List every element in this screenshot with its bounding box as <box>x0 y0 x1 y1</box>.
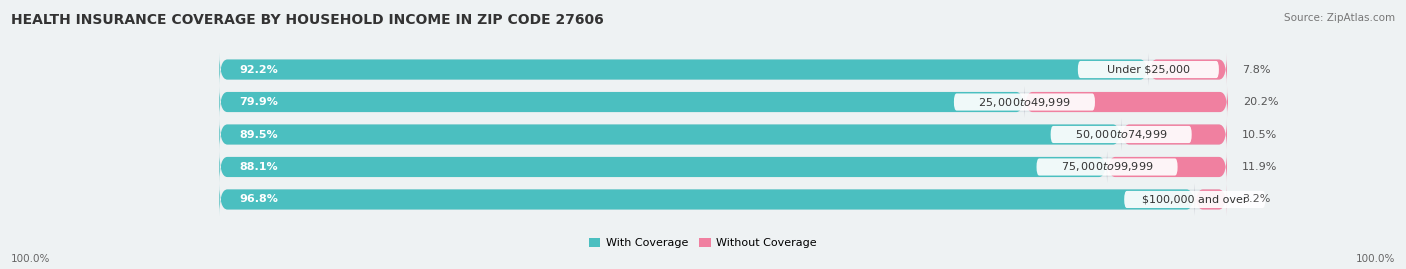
FancyBboxPatch shape <box>219 183 1227 215</box>
Text: Under $25,000: Under $25,000 <box>1107 65 1189 75</box>
Text: 10.5%: 10.5% <box>1241 129 1277 140</box>
Text: $25,000 to $49,999: $25,000 to $49,999 <box>979 95 1071 108</box>
FancyBboxPatch shape <box>219 151 1227 183</box>
Text: 100.0%: 100.0% <box>1355 254 1395 264</box>
Text: $50,000 to $74,999: $50,000 to $74,999 <box>1076 128 1167 141</box>
Text: 20.2%: 20.2% <box>1243 97 1278 107</box>
Text: 92.2%: 92.2% <box>239 65 278 75</box>
Text: 89.5%: 89.5% <box>239 129 278 140</box>
Text: 96.8%: 96.8% <box>239 194 278 204</box>
FancyBboxPatch shape <box>1125 191 1265 208</box>
Text: HEALTH INSURANCE COVERAGE BY HOUSEHOLD INCOME IN ZIP CODE 27606: HEALTH INSURANCE COVERAGE BY HOUSEHOLD I… <box>11 13 605 27</box>
FancyBboxPatch shape <box>1078 61 1219 78</box>
FancyBboxPatch shape <box>1149 54 1227 86</box>
Text: 11.9%: 11.9% <box>1241 162 1278 172</box>
Text: 88.1%: 88.1% <box>239 162 278 172</box>
FancyBboxPatch shape <box>1107 151 1227 183</box>
Text: 79.9%: 79.9% <box>239 97 278 107</box>
Text: $100,000 and over: $100,000 and over <box>1142 194 1247 204</box>
FancyBboxPatch shape <box>219 151 1107 183</box>
FancyBboxPatch shape <box>219 54 1227 86</box>
FancyBboxPatch shape <box>219 119 1227 150</box>
FancyBboxPatch shape <box>1050 126 1192 143</box>
Text: Source: ZipAtlas.com: Source: ZipAtlas.com <box>1284 13 1395 23</box>
Text: 100.0%: 100.0% <box>11 254 51 264</box>
FancyBboxPatch shape <box>1025 86 1227 118</box>
FancyBboxPatch shape <box>219 86 1227 118</box>
Legend: With Coverage, Without Coverage: With Coverage, Without Coverage <box>585 234 821 253</box>
Text: 3.2%: 3.2% <box>1241 194 1271 204</box>
FancyBboxPatch shape <box>219 86 1025 118</box>
FancyBboxPatch shape <box>953 93 1095 111</box>
FancyBboxPatch shape <box>219 119 1121 150</box>
FancyBboxPatch shape <box>1195 183 1227 215</box>
FancyBboxPatch shape <box>1121 119 1227 150</box>
FancyBboxPatch shape <box>1036 158 1178 176</box>
Text: $75,000 to $99,999: $75,000 to $99,999 <box>1060 161 1153 174</box>
FancyBboxPatch shape <box>219 183 1195 215</box>
Text: 7.8%: 7.8% <box>1241 65 1271 75</box>
FancyBboxPatch shape <box>219 54 1149 86</box>
